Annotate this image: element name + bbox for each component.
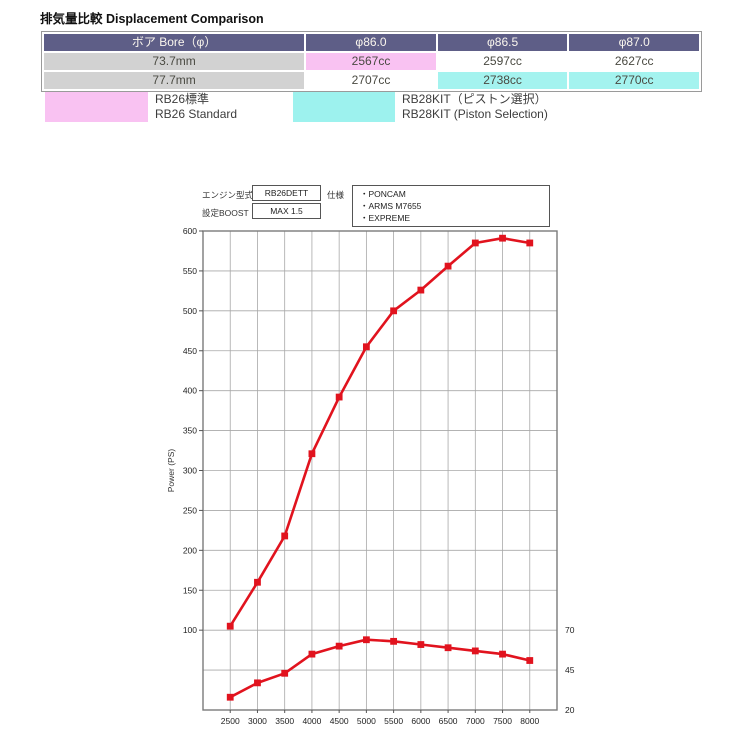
legend-label: RB26標準 RB26 Standard xyxy=(155,92,237,122)
y-left-tick-label: 450 xyxy=(183,346,197,356)
legend-label-en: RB26 Standard xyxy=(155,107,238,121)
power_ps-data-point xyxy=(362,343,370,351)
torque-data-point xyxy=(417,641,425,648)
x-tick-label: 8000 xyxy=(520,716,539,726)
x-tick-label: 6500 xyxy=(439,716,458,726)
power_ps-data-point xyxy=(335,393,343,401)
boost-setting-label: 設定BOOST xyxy=(202,208,249,218)
torque-data-point xyxy=(362,636,370,644)
x-tick-label: 2500 xyxy=(221,716,240,726)
power_ps-data-point xyxy=(526,239,534,247)
table-cell: 77.7mm xyxy=(44,72,305,89)
torque-data-point xyxy=(499,650,506,658)
x-tick-label: 5000 xyxy=(357,716,376,726)
power_ps-data-point xyxy=(390,307,398,315)
legend-item-rb26-standard: RB26標準 RB26 Standard xyxy=(0,92,739,122)
power_ps-data-point xyxy=(226,622,234,630)
x-tick-label: 7000 xyxy=(466,716,485,726)
spec-list: ・PONCAM ・ARMS M7655 ・EXPREME xyxy=(352,185,550,227)
y-left-tick-label: 550 xyxy=(183,266,197,276)
legend-label-jp: RB28KIT（ピストン選択） xyxy=(402,92,547,106)
y-left-tick-label: 200 xyxy=(183,545,197,555)
torque-series-line xyxy=(228,638,532,699)
y-left-tick-label: 250 xyxy=(183,505,197,515)
torque-data-point xyxy=(308,650,316,658)
power_ps-data-point xyxy=(308,450,316,458)
page-title: 排気量比較 Displacement Comparison xyxy=(40,12,264,26)
y-left-tick-label: 500 xyxy=(183,306,197,316)
y-left-tick-label: 600 xyxy=(183,226,197,236)
power_ps-data-point xyxy=(471,239,479,247)
torque-data-point xyxy=(335,642,343,650)
table-row: 77.7mm 2707cc 2738cc 2770cc xyxy=(44,72,699,89)
y-right-tick-label: 45 xyxy=(565,665,575,675)
torque-data-point xyxy=(254,679,261,687)
table-cell: 2738cc xyxy=(437,72,568,89)
table-cell: 2770cc xyxy=(569,72,699,89)
torque-data-point xyxy=(390,637,398,645)
power_ps-data-point xyxy=(281,532,289,540)
spec-item: ・PONCAM xyxy=(360,189,406,199)
engine-model-label: エンジン型式 xyxy=(202,190,254,200)
y-left-tick-label: 150 xyxy=(183,585,197,595)
y-axis-title: Power (PS) xyxy=(166,449,176,493)
spec-label: 仕様 xyxy=(327,190,345,200)
spec-item: ・EXPREME xyxy=(360,213,411,223)
table-cell: 73.7mm xyxy=(44,53,305,70)
x-tick-label: 4500 xyxy=(330,716,349,726)
power_ps-series-line xyxy=(228,236,532,628)
power_ps-data-point xyxy=(417,286,425,294)
y-left-tick-label: 100 xyxy=(183,625,197,635)
legend-label-jp: RB26標準 xyxy=(155,92,210,106)
table-header-cell: ボア Bore（φ） xyxy=(44,34,305,51)
x-tick-label: 7500 xyxy=(493,716,512,726)
table-cell: 2567cc xyxy=(306,53,436,70)
y-right-tick-label: 20 xyxy=(565,705,575,715)
x-tick-label: 6000 xyxy=(411,716,430,726)
power_ps-data-point xyxy=(499,234,506,242)
spec-item: ・ARMS M7655 xyxy=(360,201,422,211)
legend-label: RB28KIT（ピストン選択） RB28KIT (Piston Selection… xyxy=(402,92,548,122)
torque-data-point xyxy=(471,647,479,655)
table-cell: 2707cc xyxy=(306,72,436,89)
power_ps-data-point xyxy=(254,578,261,586)
y-left-tick-label: 300 xyxy=(183,466,197,476)
x-tick-label: 3500 xyxy=(275,716,294,726)
x-tick-label: 3000 xyxy=(248,716,267,726)
power_ps-data-point xyxy=(444,262,452,270)
table-cell: 2597cc xyxy=(437,53,568,70)
torque-data-point xyxy=(526,657,534,664)
boost-setting-value: MAX 1.5 xyxy=(252,203,321,219)
table-row: 73.7mm 2567cc 2597cc 2627cc xyxy=(44,53,699,70)
displacement-table: ボア Bore（φ） φ86.0 φ86.5 φ87.0 73.7mm 2567cc 25… xyxy=(41,31,702,92)
torque-data-point xyxy=(444,644,452,652)
y-left-tick-label: 350 xyxy=(183,426,197,436)
torque-data-point xyxy=(281,669,289,677)
legend-swatch xyxy=(293,92,395,122)
table-header-row: ボア Bore（φ） φ86.0 φ86.5 φ87.0 xyxy=(44,34,699,51)
table-header-cell: φ86.0 xyxy=(306,34,436,51)
legend-swatch xyxy=(45,92,148,122)
x-tick-label: 4000 xyxy=(302,716,321,726)
table-header-cell: φ86.5 xyxy=(437,34,568,51)
y-left-tick-label: 400 xyxy=(183,386,197,396)
y-right-tick-label: 70 xyxy=(565,625,575,635)
legend-label-en: RB28KIT (Piston Selection) xyxy=(402,107,548,121)
legend-item-rb28-kit: RB28KIT（ピストン選択） RB28KIT (Piston Selection… xyxy=(0,92,739,122)
torque-data-point xyxy=(226,693,234,701)
x-tick-label: 5500 xyxy=(384,716,403,726)
table-cell: 2627cc xyxy=(569,53,699,70)
engine-model-value: RB26DETT xyxy=(252,185,321,201)
table-header-cell: φ87.0 xyxy=(569,34,699,51)
